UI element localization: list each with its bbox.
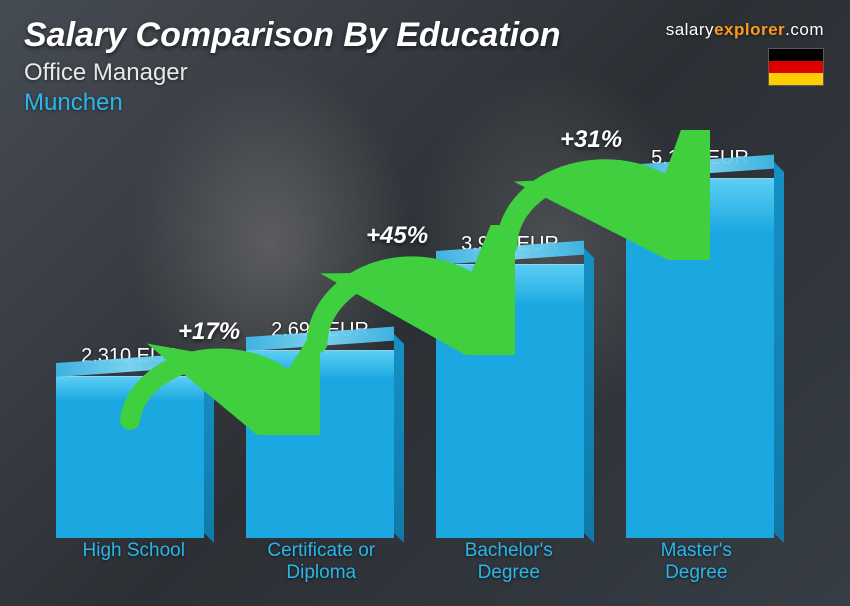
bars-container: 2,310 EUR 2,690 EUR 3,910 EUR 5,140 EUR <box>40 130 790 538</box>
bar-group-3: 5,140 EUR <box>610 147 790 538</box>
bar-group-2: 3,910 EUR <box>420 233 600 538</box>
location: Munchen <box>24 89 826 117</box>
pct-label-0: +17% <box>178 318 240 346</box>
pct-label-1: +45% <box>366 222 428 250</box>
bar-group-0: 2,310 EUR <box>40 345 220 538</box>
flag-stripe-3 <box>769 73 823 85</box>
subtitle: Office Manager <box>24 59 826 87</box>
chart-area: 2,310 EUR 2,690 EUR 3,910 EUR 5,140 EUR … <box>40 130 790 588</box>
category-label: Certificate orDiploma <box>228 540 416 588</box>
bar <box>246 350 394 538</box>
category-label: Master'sDegree <box>603 540 791 588</box>
pct-label-2: +31% <box>560 126 622 154</box>
category-label: High School <box>40 540 228 588</box>
flag-stripe-2 <box>769 61 823 73</box>
bar-group-1: 2,690 EUR <box>230 319 410 538</box>
flag-icon <box>768 48 824 86</box>
brand-logo: salaryexplorer.com <box>666 20 824 40</box>
flag-stripe-1 <box>769 49 823 61</box>
brand-mid: explorer <box>714 20 785 39</box>
bar <box>56 376 204 538</box>
bar <box>626 178 774 538</box>
category-labels: High School Certificate orDiploma Bachel… <box>40 540 790 588</box>
category-label: Bachelor'sDegree <box>415 540 603 588</box>
brand-prefix: salary <box>666 20 714 39</box>
brand-suffix: .com <box>785 20 824 39</box>
bar <box>436 264 584 538</box>
